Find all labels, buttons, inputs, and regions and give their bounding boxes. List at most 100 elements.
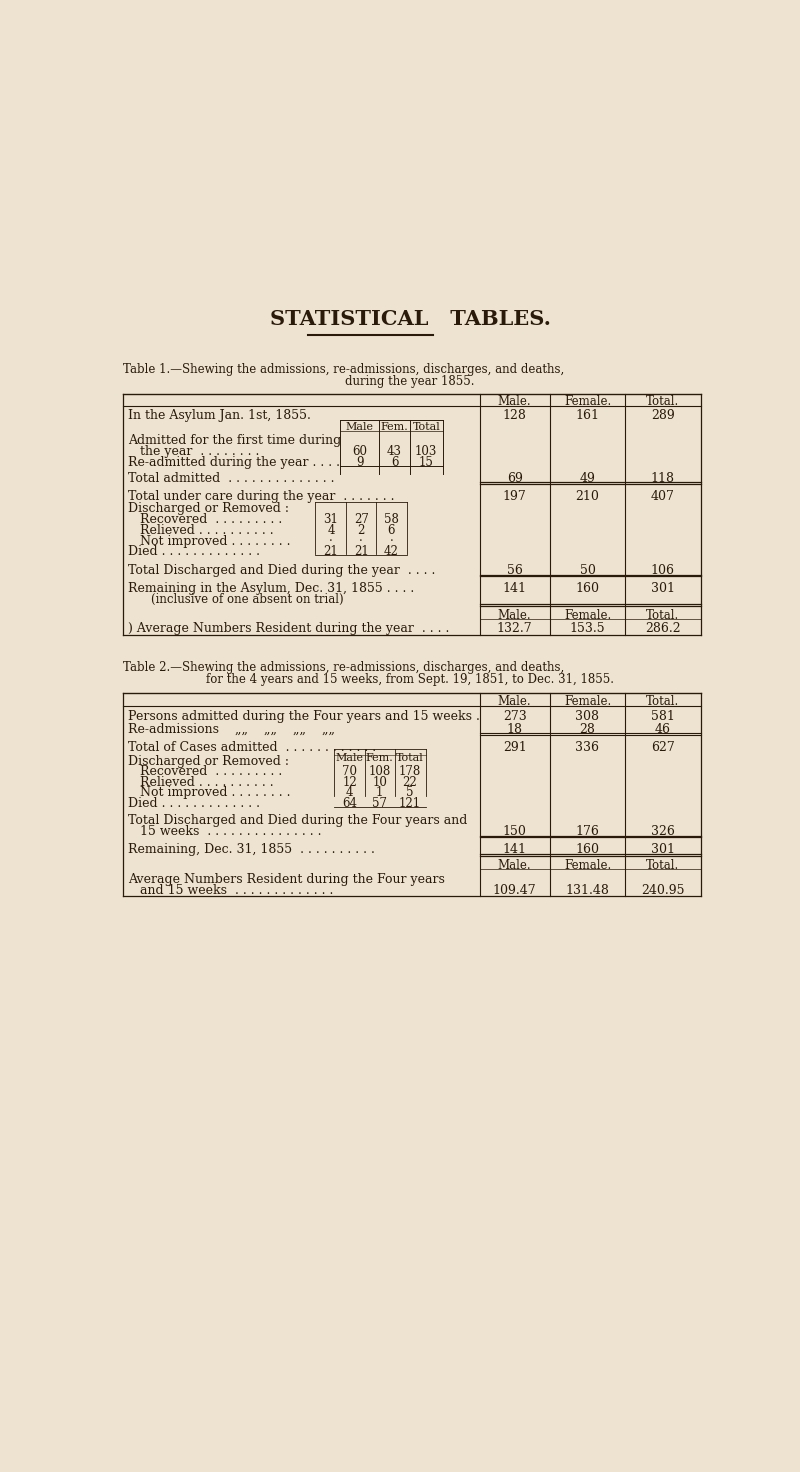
Text: In the Asylum Jan. 1st, 1855.: In the Asylum Jan. 1st, 1855.	[128, 409, 310, 422]
Text: 57: 57	[372, 798, 387, 810]
Text: ) Average Numbers Resident during the year  . . . .: ) Average Numbers Resident during the ye…	[128, 623, 450, 636]
Text: Relieved . . . . . . . . . .: Relieved . . . . . . . . . .	[140, 524, 274, 537]
Text: 210: 210	[575, 490, 599, 503]
Text: 10: 10	[372, 776, 387, 789]
Text: 178: 178	[399, 765, 421, 777]
Text: 1: 1	[376, 786, 383, 799]
Text: ·: ·	[359, 534, 363, 548]
Text: Recovered  . . . . . . . . .: Recovered . . . . . . . . .	[140, 514, 282, 526]
Text: Total.: Total.	[646, 608, 679, 621]
Text: Not improved . . . . . . . .: Not improved . . . . . . . .	[140, 786, 291, 799]
Text: 6: 6	[390, 456, 398, 470]
Text: Male: Male	[335, 754, 363, 764]
Text: Total.: Total.	[646, 695, 679, 708]
Text: Re-admitted during the year . . . .: Re-admitted during the year . . . .	[128, 456, 340, 470]
Text: ·: ·	[390, 534, 394, 548]
Text: 5: 5	[406, 786, 414, 799]
Text: 56: 56	[506, 564, 522, 577]
Text: Total Discharged and Died during the Four years and: Total Discharged and Died during the Fou…	[128, 814, 467, 827]
Text: Persons admitted during the Four years and 15 weeks .: Persons admitted during the Four years a…	[128, 711, 480, 723]
Text: 240.95: 240.95	[641, 883, 685, 896]
Text: Average Numbers Resident during the Four years: Average Numbers Resident during the Four…	[128, 873, 445, 886]
Text: Total.: Total.	[646, 858, 679, 871]
Text: 131.48: 131.48	[566, 883, 610, 896]
Text: Relieved . . . . . . . . . .: Relieved . . . . . . . . . .	[140, 776, 274, 789]
Text: Table 1.—Shewing the admissions, re-admissions, discharges, and deaths,: Table 1.—Shewing the admissions, re-admi…	[123, 364, 565, 375]
Text: 50: 50	[579, 564, 595, 577]
Text: 15: 15	[419, 456, 434, 470]
Text: Total Discharged and Died during the year  . . . .: Total Discharged and Died during the yea…	[128, 564, 435, 577]
Text: 308: 308	[575, 711, 599, 723]
Text: Admitted for the first time during: Admitted for the first time during	[128, 434, 341, 447]
Text: during the year 1855.: during the year 1855.	[346, 375, 474, 389]
Text: Female.: Female.	[564, 396, 611, 408]
Text: Female.: Female.	[564, 695, 611, 708]
Text: 289: 289	[650, 409, 674, 422]
Text: 21: 21	[323, 546, 338, 558]
Text: 28: 28	[579, 723, 595, 736]
Text: Female.: Female.	[564, 858, 611, 871]
Text: Remaining, Dec. 31, 1855  . . . . . . . . . .: Remaining, Dec. 31, 1855 . . . . . . . .…	[128, 843, 374, 857]
Text: ·: ·	[329, 534, 333, 548]
Text: 153.5: 153.5	[570, 623, 606, 636]
Text: for the 4 years and 15 weeks, from Sept. 19, 1851, to Dec. 31, 1855.: for the 4 years and 15 weeks, from Sept.…	[206, 673, 614, 686]
Text: 64: 64	[342, 798, 357, 810]
Text: Discharged or Removed :: Discharged or Removed :	[128, 755, 289, 768]
Text: Died . . . . . . . . . . . . .: Died . . . . . . . . . . . . .	[128, 546, 260, 558]
Text: 176: 176	[575, 824, 599, 838]
Text: 43: 43	[387, 446, 402, 458]
Text: Male.: Male.	[498, 858, 531, 871]
Text: Total: Total	[396, 754, 424, 764]
Text: Re-admissions    „„    „„    „„    „„: Re-admissions „„ „„ „„ „„	[128, 723, 335, 736]
Text: Fem.: Fem.	[381, 421, 408, 431]
Text: 106: 106	[650, 564, 674, 577]
Text: 132.7: 132.7	[497, 623, 533, 636]
Text: 286.2: 286.2	[645, 623, 681, 636]
Text: 627: 627	[650, 740, 674, 754]
Text: 118: 118	[650, 471, 674, 484]
Text: 326: 326	[650, 824, 674, 838]
Text: Recovered  . . . . . . . . .: Recovered . . . . . . . . .	[140, 765, 282, 777]
Text: 581: 581	[650, 711, 674, 723]
Text: 336: 336	[575, 740, 599, 754]
Text: 18: 18	[506, 723, 522, 736]
Text: Total of Cases admitted  . . . . . . . . . . . .: Total of Cases admitted . . . . . . . . …	[128, 740, 376, 754]
Text: 31: 31	[323, 514, 338, 526]
Text: 49: 49	[579, 471, 595, 484]
Text: 128: 128	[502, 409, 526, 422]
Text: 6: 6	[388, 524, 395, 537]
Text: 42: 42	[384, 546, 399, 558]
Text: the year  . . . . . . . .: the year . . . . . . . .	[140, 446, 260, 458]
Text: 70: 70	[342, 765, 357, 777]
Text: 121: 121	[399, 798, 421, 810]
Text: 301: 301	[650, 583, 674, 596]
Text: 12: 12	[342, 776, 357, 789]
Text: 103: 103	[415, 446, 438, 458]
Text: 69: 69	[506, 471, 522, 484]
Text: Fem.: Fem.	[366, 754, 394, 764]
Text: 160: 160	[575, 583, 599, 596]
Text: 108: 108	[369, 765, 391, 777]
Text: Total.: Total.	[646, 396, 679, 408]
Text: Male.: Male.	[498, 608, 531, 621]
Text: 160: 160	[575, 843, 599, 857]
Text: 21: 21	[354, 546, 369, 558]
Text: 27: 27	[354, 514, 369, 526]
Text: 273: 273	[502, 711, 526, 723]
Text: 22: 22	[402, 776, 418, 789]
Text: 150: 150	[502, 824, 526, 838]
Text: 15 weeks  . . . . . . . . . . . . . . .: 15 weeks . . . . . . . . . . . . . . .	[140, 824, 322, 838]
Text: Male.: Male.	[498, 695, 531, 708]
Text: STATISTICAL   TABLES.: STATISTICAL TABLES.	[270, 309, 550, 330]
Text: Total under care during the year  . . . . . . .: Total under care during the year . . . .…	[128, 490, 394, 503]
Text: 109.47: 109.47	[493, 883, 537, 896]
Text: Total admitted  . . . . . . . . . . . . . .: Total admitted . . . . . . . . . . . . .…	[128, 471, 334, 484]
Text: 141: 141	[502, 843, 526, 857]
Text: Died . . . . . . . . . . . . .: Died . . . . . . . . . . . . .	[128, 798, 260, 810]
Text: Total: Total	[413, 421, 440, 431]
Text: 197: 197	[502, 490, 526, 503]
Text: and 15 weeks  . . . . . . . . . . . . .: and 15 weeks . . . . . . . . . . . . .	[140, 883, 334, 896]
Text: Not improved . . . . . . . .: Not improved . . . . . . . .	[140, 534, 291, 548]
Text: 4: 4	[327, 524, 334, 537]
Text: Male: Male	[346, 421, 374, 431]
